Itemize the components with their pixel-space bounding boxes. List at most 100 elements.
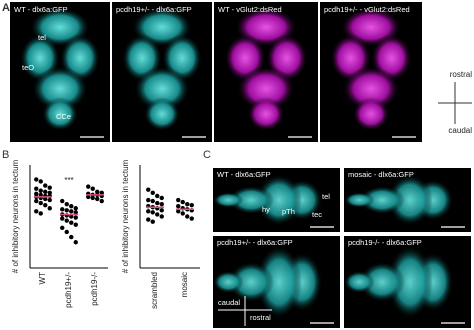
tissue: [359, 261, 405, 303]
tissue: [352, 97, 390, 131]
image-title: WT - dlx6a:GFP: [217, 170, 271, 179]
data-point: [146, 197, 151, 203]
data-point: [64, 201, 69, 207]
tissue: [387, 174, 433, 226]
x-tick-label: mosaic: [180, 272, 189, 297]
data-point: [159, 214, 164, 219]
data-point: [47, 197, 52, 203]
tissue: [144, 97, 180, 131]
tissue: [213, 270, 244, 294]
data-point: [73, 210, 78, 215]
data-point: [73, 215, 78, 220]
data-point: [159, 201, 164, 207]
data-point: [60, 225, 65, 231]
panel-c: C WT - dlx6a:GFP mosaic - dlx6a:GFP pcdh19+…: [203, 149, 471, 328]
data-point: [155, 193, 160, 199]
anatomy-label: CCe: [56, 112, 71, 121]
data-point: [73, 222, 78, 227]
tissue: [236, 66, 296, 112]
data-point: [43, 189, 48, 194]
anatomy-label: teO: [22, 63, 34, 72]
anatomy-label: pTh: [282, 207, 295, 216]
data-point: [159, 195, 164, 201]
data-point: [99, 190, 104, 196]
orientation-label: caudal: [218, 298, 240, 307]
data-point: [34, 198, 39, 204]
tissue: [134, 66, 190, 112]
image-title: pcdh19+/- - vGlut2:dsRed: [324, 5, 410, 14]
orientation-label: rostral: [450, 70, 472, 79]
data-point: [69, 234, 74, 240]
data-point: [43, 202, 48, 208]
anatomy-label: hy: [262, 205, 270, 214]
image-title: mosaic - dlx6a:GFP: [348, 170, 414, 179]
x-tick-label: scrambled: [150, 272, 159, 309]
data-point: [60, 216, 65, 221]
data-point: [69, 209, 74, 214]
x-tick-label: WT: [38, 272, 47, 285]
data-point: [90, 186, 95, 191]
data-point: [185, 214, 190, 219]
data-point: [47, 190, 52, 196]
anatomy-label: tel: [38, 33, 46, 42]
panel-label: B: [2, 149, 9, 161]
data-point: [189, 202, 194, 208]
data-point: [47, 206, 52, 211]
data-point: [150, 190, 155, 196]
tissue: [228, 261, 274, 303]
data-point: [185, 201, 190, 207]
data-point: [146, 217, 151, 222]
data-point: [159, 208, 164, 213]
y-axis-label: # of inhibitory neurons in tectum: [11, 159, 20, 273]
data-point: [43, 196, 48, 202]
data-point: [189, 216, 194, 221]
data-point: [38, 200, 43, 206]
image-title: WT - vGlut2:dsRed: [218, 5, 282, 14]
x-tick-label: pcdh19-/-: [90, 272, 99, 306]
orientation-label: rostral: [250, 313, 271, 322]
tissue: [344, 192, 375, 208]
image-title: pcdh19+/- - dlx6a:GFP: [116, 5, 192, 14]
data-point: [43, 183, 48, 188]
data-point: [146, 209, 151, 214]
data-point: [95, 196, 100, 202]
significance: ***: [64, 176, 73, 185]
data-point: [180, 199, 185, 205]
image-title: WT - dlx6a:GFP: [14, 5, 68, 14]
data-point: [47, 185, 52, 190]
tissue: [32, 66, 88, 112]
data-point: [64, 229, 69, 235]
data-point: [90, 195, 95, 201]
data-point: [176, 204, 181, 209]
data-point: [95, 189, 100, 194]
data-point: [146, 187, 151, 192]
data-point: [150, 198, 155, 204]
data-point: [38, 179, 43, 184]
data-point: [34, 191, 39, 197]
data-point: [60, 198, 65, 204]
data-point: [155, 212, 160, 217]
data-point: [86, 184, 91, 189]
data-point: [34, 177, 39, 182]
data-point: [34, 209, 39, 214]
data-point: [180, 211, 185, 216]
image-title: pcdh19-/- - dlx6a:GFP: [348, 238, 422, 247]
y-axis-label: # of inhibitory neurons in tectum: [121, 159, 130, 273]
tissue: [42, 97, 78, 131]
panel-label: A: [2, 2, 10, 14]
tissue: [387, 245, 433, 319]
tissue: [228, 185, 274, 215]
data-point: [60, 207, 65, 212]
tissue: [247, 97, 285, 131]
x-tick-label: pcdh19+/-: [64, 272, 73, 308]
tissue: [256, 174, 302, 226]
data-point: [64, 208, 69, 213]
data-point: [86, 194, 91, 200]
panel-label: C: [203, 149, 211, 161]
data-point: [38, 188, 43, 193]
data-point: [38, 211, 43, 216]
anatomy-label: tec: [312, 210, 322, 219]
data-point: [176, 197, 181, 203]
